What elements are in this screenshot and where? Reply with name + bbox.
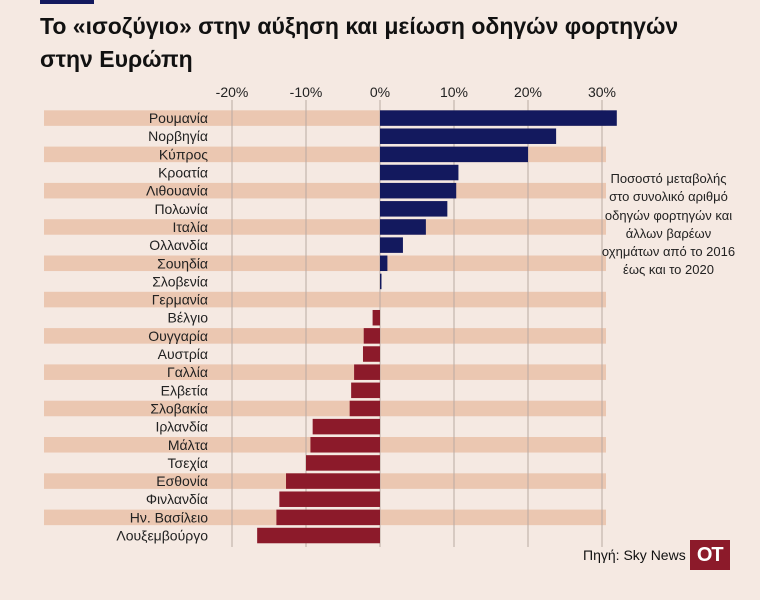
category-label: Σλοβακία: [150, 400, 208, 416]
category-label: Σλοβενία: [152, 273, 208, 289]
row-stripe: [44, 219, 606, 235]
row-stripe: [44, 182, 606, 199]
category-label: Πολωνία: [154, 201, 208, 217]
x-tick-label: 10%: [440, 84, 468, 100]
bar: [372, 309, 380, 326]
chart-note: Ποσοστό μεταβολής στο συνολικό αριθμό οδ…: [601, 171, 736, 278]
category-label: Κύπρος: [159, 146, 208, 162]
category-label: Ολλανδία: [149, 237, 208, 253]
category-label: Λουξεμβούργο: [116, 528, 208, 544]
category-label: Φινλανδία: [146, 491, 208, 507]
category-label: Τσεχία: [168, 455, 208, 471]
row-stripe: [44, 400, 606, 417]
x-tick-label: -20%: [216, 84, 249, 100]
category-label: Γερμανία: [152, 292, 208, 308]
bar: [380, 255, 388, 272]
bar: [380, 164, 459, 181]
bar: [380, 182, 457, 199]
bar: [279, 491, 380, 507]
category-label: Μάλτα: [168, 437, 208, 453]
chart-title: Το «ισοζύγιο» στην αύξηση και μείωση οδη…: [40, 13, 679, 72]
x-tick-label: -10%: [290, 84, 323, 100]
bar: [354, 364, 380, 380]
category-label: Αυστρία: [158, 346, 208, 362]
category-label: Εσθονία: [156, 473, 208, 489]
bar: [310, 437, 380, 453]
x-tick-label: 20%: [514, 84, 542, 100]
x-tick-label: 0%: [370, 84, 390, 100]
bar: [312, 418, 380, 435]
category-label: Ουγγαρία: [148, 328, 208, 344]
category-label: Ιρλανδία: [156, 419, 208, 435]
category-label: Γαλλία: [167, 364, 208, 380]
bar: [380, 201, 448, 217]
bar: [380, 146, 528, 163]
bar: [257, 527, 380, 544]
source-text: Πηγή: Sky News: [583, 547, 686, 563]
bar: [380, 128, 557, 144]
category-label: Νορβηγία: [148, 128, 208, 144]
row-stripe: [44, 255, 606, 272]
bar: [286, 473, 380, 489]
bar: [276, 509, 380, 526]
category-label: Κροατία: [158, 165, 208, 181]
top-accent-rule: [40, 0, 94, 4]
bar: [349, 400, 380, 417]
category-label: Λιθουανία: [146, 183, 208, 199]
bar: [362, 346, 380, 362]
bar: [363, 328, 380, 344]
category-label: Σουηδία: [157, 255, 208, 271]
category-label: Βέλγιο: [168, 310, 209, 326]
bar: [351, 382, 380, 399]
bar: [380, 273, 382, 290]
ot-logo: ΟΤ: [689, 540, 730, 570]
row-stripe: [44, 328, 606, 344]
category-label: Ην. Βασίλειο: [130, 509, 208, 525]
bar: [380, 237, 403, 253]
category-label: Ιταλία: [172, 219, 208, 235]
bar: [380, 219, 426, 235]
row-stripe: [44, 291, 606, 308]
category-label: Ελβετία: [161, 382, 208, 398]
x-tick-label: 30%: [588, 84, 616, 100]
source-block: Πηγή: Sky News ΟΤ: [583, 540, 730, 570]
bar: [380, 110, 617, 126]
category-label: Ρουμανία: [149, 110, 208, 126]
row-stripe: [44, 364, 606, 380]
bar: [306, 455, 380, 471]
